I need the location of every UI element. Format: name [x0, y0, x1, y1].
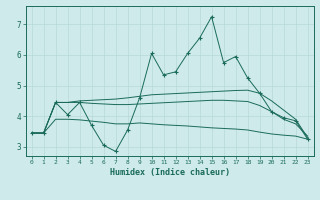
X-axis label: Humidex (Indice chaleur): Humidex (Indice chaleur) — [109, 168, 230, 177]
